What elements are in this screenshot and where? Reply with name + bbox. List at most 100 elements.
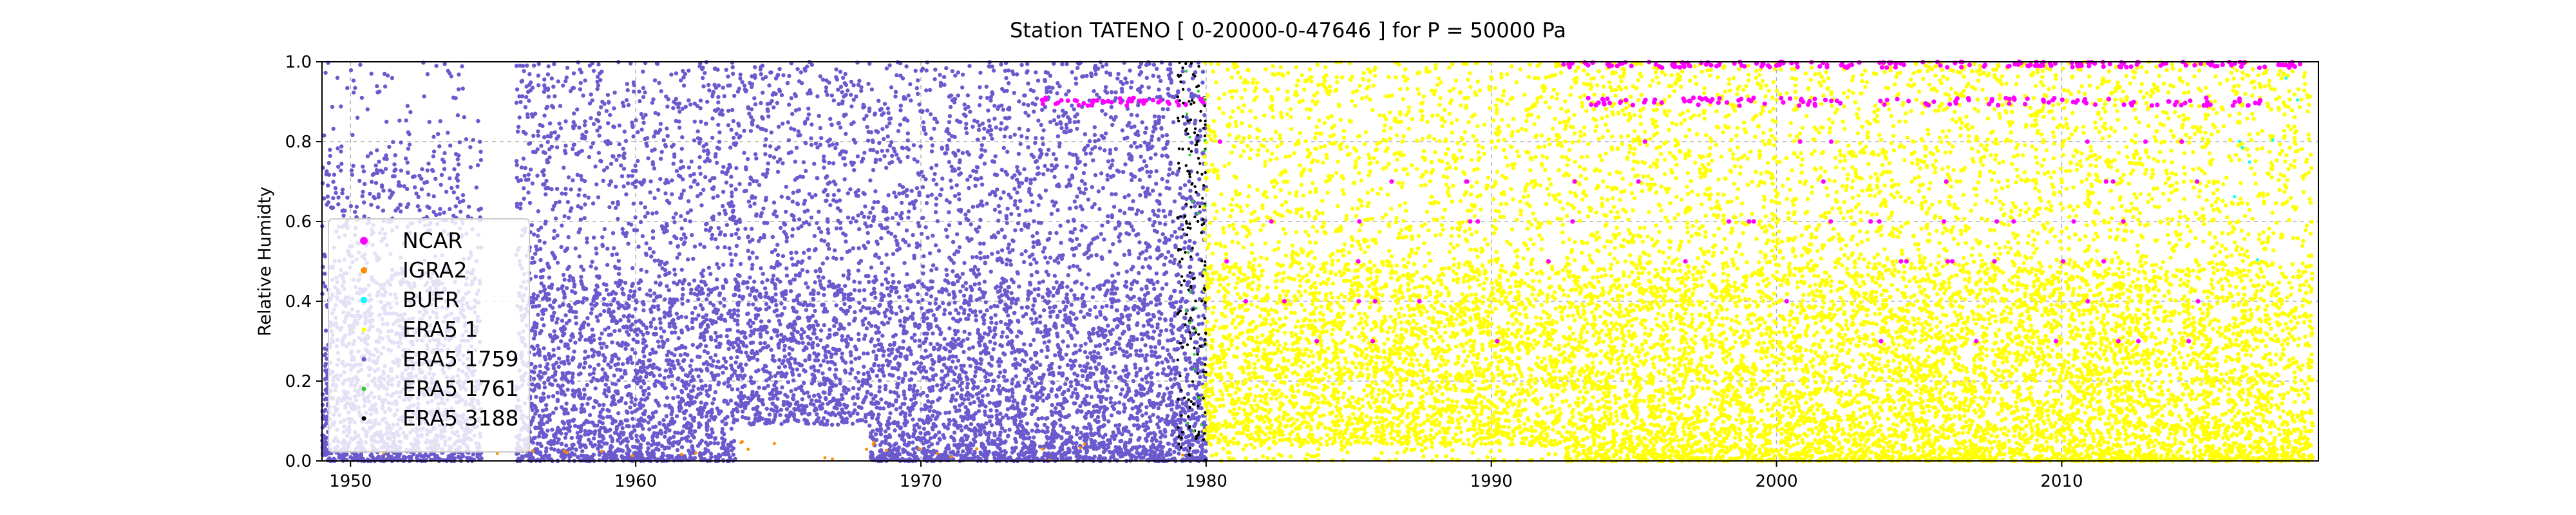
data-point (376, 205, 380, 209)
data-point (321, 392, 325, 396)
data-point (885, 66, 889, 70)
data-point (1111, 281, 1115, 285)
data-point (408, 110, 412, 114)
data-point (579, 275, 583, 279)
data-point (823, 382, 827, 386)
data-point (1037, 194, 1041, 198)
data-point (1030, 412, 1034, 416)
chart-title: Station TATENO [ 0-20000-0-47646 ] for P… (1010, 18, 1566, 42)
data-point (906, 216, 910, 220)
data-point (636, 130, 639, 134)
data-point (1078, 364, 1082, 368)
data-point (848, 371, 852, 375)
data-point (717, 130, 721, 134)
data-point (825, 344, 829, 348)
data-point (323, 424, 327, 427)
data-point (735, 323, 739, 326)
data-point (838, 221, 842, 225)
data-point (978, 287, 981, 291)
data-point (659, 326, 663, 330)
data-point (1136, 311, 1140, 315)
data-point (923, 225, 927, 229)
data-point (457, 162, 460, 166)
data-point (681, 293, 685, 297)
data-point (726, 402, 730, 406)
data-point (994, 321, 998, 325)
data-point (1104, 131, 1108, 135)
data-point (929, 112, 933, 116)
data-point (361, 165, 365, 169)
data-point (455, 196, 459, 200)
data-point (896, 222, 900, 226)
data-point (688, 439, 692, 443)
data-point (1177, 227, 1181, 230)
data-point (468, 145, 472, 149)
data-point (656, 304, 660, 308)
data-point (1092, 89, 1095, 93)
data-point (1091, 238, 1095, 241)
data-point (851, 396, 855, 400)
data-point (843, 81, 847, 85)
data-point (978, 251, 982, 255)
data-point (600, 377, 603, 380)
data-point (559, 126, 563, 130)
data-point (1159, 79, 1162, 83)
data-point (1109, 175, 1113, 179)
data-point (553, 298, 557, 302)
data-point (817, 114, 821, 118)
data-point (857, 332, 860, 336)
data-point (1139, 367, 1142, 371)
data-point (636, 159, 639, 163)
data-point (853, 376, 857, 380)
data-point (795, 146, 799, 150)
data-point (739, 262, 743, 266)
data-point (753, 65, 757, 69)
data-point (552, 236, 556, 240)
data-point (951, 359, 954, 363)
data-point (550, 427, 554, 431)
data-point (1150, 145, 1154, 149)
data-point (1106, 173, 1110, 177)
data-point (392, 169, 396, 173)
data-point (1198, 375, 1202, 379)
data-point (650, 211, 654, 215)
data-point (551, 394, 555, 398)
data-point (903, 415, 907, 418)
data-point (1148, 419, 1152, 423)
data-point (457, 73, 460, 77)
data-point (699, 400, 703, 404)
data-point (974, 318, 978, 322)
data-point (664, 368, 668, 372)
data-point (545, 362, 549, 366)
data-point (323, 285, 327, 288)
data-point (900, 309, 904, 313)
data-point (701, 84, 705, 88)
data-point (1149, 301, 1153, 304)
data-point (965, 377, 969, 381)
data-point (934, 267, 938, 270)
data-point (759, 127, 762, 131)
data-point (875, 374, 879, 378)
data-point (721, 204, 724, 208)
data-point (824, 176, 828, 180)
data-point (1109, 292, 1113, 295)
data-point (781, 254, 785, 258)
data-point (1125, 270, 1129, 274)
data-point (956, 450, 960, 454)
data-point (1183, 122, 1187, 126)
data-point (921, 174, 925, 178)
data-point (867, 424, 871, 427)
data-point (913, 371, 917, 375)
data-point (654, 281, 658, 285)
data-point (1168, 259, 1172, 263)
data-point (1114, 385, 1118, 389)
data-point (578, 227, 582, 231)
data-point (880, 127, 884, 131)
data-point (937, 248, 941, 252)
data-point (1041, 279, 1045, 283)
data-point (983, 375, 987, 379)
data-point (1093, 125, 1097, 129)
data-point (668, 436, 672, 440)
data-point (820, 303, 824, 307)
data-point (857, 227, 861, 231)
